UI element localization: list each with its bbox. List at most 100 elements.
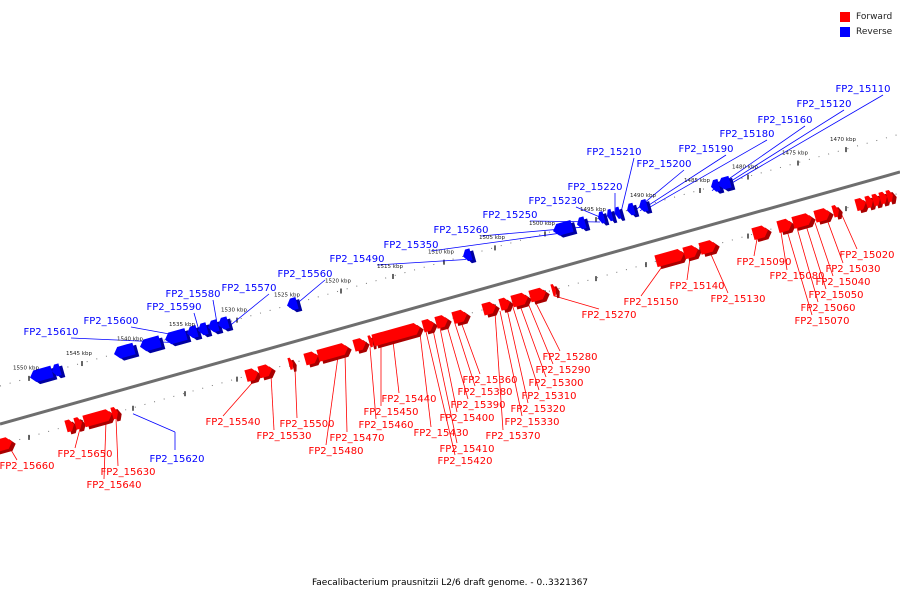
gene-label-leader (718, 109, 845, 190)
gene-arrow-face (73, 417, 82, 430)
forward-gene-arrow (434, 315, 452, 331)
forward-gene-arrow (813, 208, 834, 225)
reverse-gene-arrow (52, 363, 66, 379)
gene-label-leader (534, 301, 561, 352)
figure-caption: Faecalibacterium prausnitzii L2/6 draft … (311, 578, 589, 588)
gene-label: FP2_15300 (529, 378, 584, 389)
gene-arrow-face (698, 240, 716, 255)
reverse-gene-arrow (287, 297, 303, 313)
gene-label-leader (294, 368, 298, 419)
gene-label: FP2_15220 (568, 182, 623, 193)
reverse-gene-arrow (30, 365, 58, 385)
forward-gene-arrow (73, 417, 86, 432)
gene-label-leader (132, 413, 176, 433)
scale-label: 1550 kbp (13, 366, 39, 372)
gene-label: FP2_15490 (330, 254, 385, 265)
gene-label: FP2_15140 (670, 281, 725, 292)
forward-gene-arrow (528, 287, 550, 305)
reverse-gene-arrow (717, 175, 736, 192)
scale-label: 1490 kbp (630, 193, 656, 199)
gene-arrow-face (451, 309, 467, 324)
forward-gene-arrow (751, 225, 772, 243)
forward-gene-arrow (316, 343, 352, 364)
gene-arrow-face (352, 338, 367, 352)
forward-gene-arrow (550, 284, 560, 299)
forward-gene-arrow (0, 437, 16, 455)
forward-swatch (840, 11, 850, 22)
gene-arrow-face (110, 406, 119, 420)
gene-label: FP2_15320 (511, 404, 566, 415)
reverse-gene-arrow (639, 199, 653, 214)
reverse-gene-arrow (577, 216, 591, 232)
gene-arrow-face (64, 419, 74, 433)
gene-arrow-face (682, 245, 698, 260)
reverse-gene-arrow (197, 322, 213, 338)
scale-label: 1475 kbp (782, 150, 808, 156)
reverse-gene-arrow (597, 211, 610, 226)
gene-label: FP2_15590 (147, 302, 202, 313)
gene-label: FP2_15600 (84, 316, 139, 327)
gene-label-leader (753, 238, 758, 257)
gene-label-leader (115, 418, 119, 467)
gene-label: FP2_15230 (529, 196, 584, 207)
gene-label-leader (325, 356, 339, 446)
gene-arrow-face (597, 211, 606, 224)
legend: Forward Reverse (840, 9, 892, 39)
forward-gene-arrow (854, 198, 870, 214)
gene-label-leader (506, 308, 529, 404)
gene-label: FP2_15660 (0, 461, 54, 472)
gene-arrow-face (187, 325, 199, 339)
gene-arrow-face (528, 287, 546, 303)
gene-label: FP2_15310 (522, 391, 577, 402)
gene-label-leader (841, 215, 858, 250)
gene-label-leader (369, 347, 377, 420)
gene-label: FP2_15530 (257, 431, 312, 442)
legend-item-reverse: Reverse (840, 24, 892, 39)
gene-label-leader (74, 428, 81, 449)
reverse-gene-arrow (164, 328, 192, 347)
gene-arrow-face (287, 357, 293, 370)
forward-gene-arrow (352, 338, 370, 354)
forward-gene-arrow (510, 292, 532, 310)
gene-arrow-face (421, 319, 434, 333)
gene-label: FP2_15350 (384, 240, 439, 251)
gene-label-leader (553, 295, 600, 310)
scale-label: 1480 kbp (732, 164, 758, 170)
gene-arrow-face (257, 364, 272, 379)
gene-label: FP2_15120 (797, 99, 852, 110)
gene-arrow-face (287, 297, 299, 311)
forward-gene-arrow (776, 218, 796, 236)
gene-label-leader (724, 94, 884, 188)
gene-arrow-face (498, 297, 510, 311)
gene-label-leader (786, 230, 813, 316)
gene-label-leader (619, 157, 635, 217)
gene-label-leader (826, 219, 844, 264)
gene-label-leader (103, 421, 107, 480)
gene-label-leader (805, 225, 827, 290)
gene-label-leader (419, 333, 432, 428)
gene-label-leader (639, 154, 727, 212)
gene-arrow-face (711, 178, 721, 192)
reverse-gene-arrow (463, 248, 477, 264)
forward-gene-arrow (110, 406, 122, 422)
gene-label: FP2_15460 (359, 420, 414, 431)
gene-arrow-face (208, 319, 220, 333)
forward-gene-arrow (885, 189, 897, 205)
gene-label: FP2_15280 (543, 352, 598, 363)
gene-label: FP2_15040 (816, 277, 871, 288)
forward-gene-arrow (371, 322, 424, 349)
gene-arrow-face (510, 292, 528, 308)
gene-label: FP2_15180 (720, 129, 775, 140)
gene-label-leader (432, 329, 458, 444)
gene-arrow-face (627, 202, 636, 216)
gene-label-leader (814, 222, 834, 277)
gene-label: FP2_15620 (150, 454, 205, 465)
gene-label-leader (499, 310, 523, 417)
reverse-gene-arrow (139, 335, 166, 354)
gene-arrow-face (813, 208, 831, 223)
gene-label: FP2_15440 (382, 394, 437, 405)
forward-gene-arrow (244, 368, 262, 384)
reverse-swatch (840, 26, 850, 37)
gene-label: FP2_15210 (587, 147, 642, 158)
gene-label: FP2_15540 (206, 417, 261, 428)
